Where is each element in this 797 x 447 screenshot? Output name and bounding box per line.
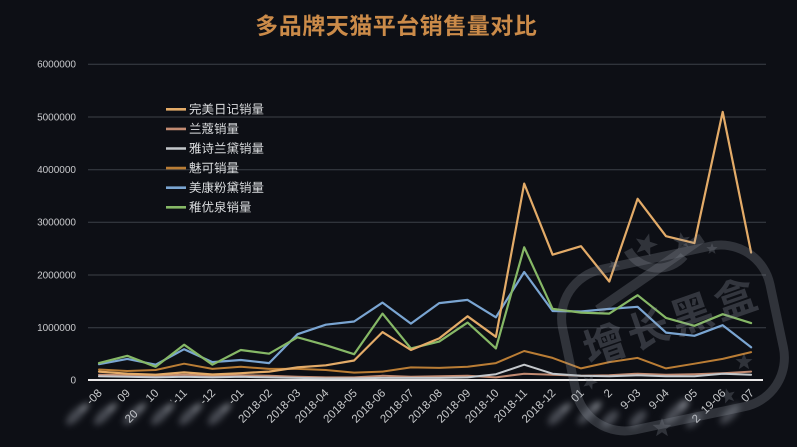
svg-text:0: 0	[70, 375, 76, 386]
svg-text:2000000: 2000000	[37, 270, 76, 281]
svg-text:3000000: 3000000	[37, 218, 76, 229]
svg-text:1000000: 1000000	[37, 323, 76, 334]
svg-text:5000000: 5000000	[37, 112, 76, 123]
svg-text:4000000: 4000000	[37, 165, 76, 176]
svg-text:6000000: 6000000	[37, 60, 76, 71]
